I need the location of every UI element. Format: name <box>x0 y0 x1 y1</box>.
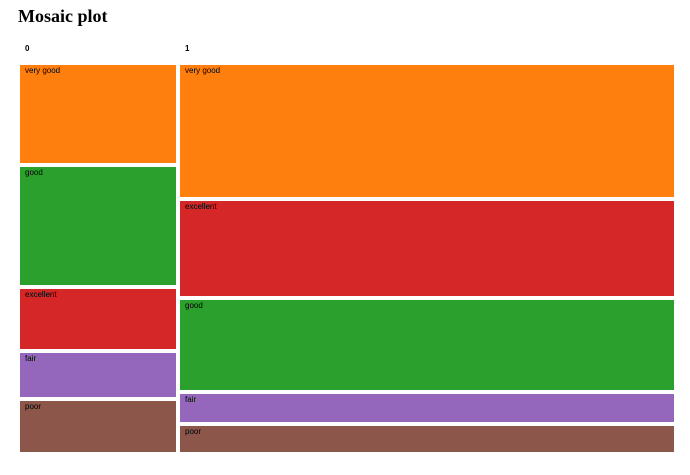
tile-label: good <box>185 301 203 311</box>
mosaic-tile: excellent <box>180 201 674 297</box>
tile-label: very good <box>185 66 221 75</box>
tile-label: fair <box>185 395 197 405</box>
tile-label: fair <box>25 354 37 364</box>
column-label: 1 <box>185 44 190 53</box>
tile-label: poor <box>25 401 42 411</box>
tile-label: very good <box>25 66 61 75</box>
tile-label: excellent <box>25 289 57 299</box>
mosaic-tile: good <box>180 300 674 391</box>
mosaic-tile: excellent <box>20 288 176 350</box>
tile-label: excellent <box>185 202 217 212</box>
mosaic-tile: fair <box>20 353 176 397</box>
mosaic-tile: poor <box>20 400 176 452</box>
mosaic-tile: good <box>20 167 176 285</box>
mosaic-tile: poor <box>180 426 674 452</box>
mosaic-tile: very good <box>180 65 674 198</box>
tile-label: poor <box>185 427 202 437</box>
tile-label: good <box>25 168 43 178</box>
mosaic-tile: fair <box>180 394 674 423</box>
page-title: Mosaic plot <box>18 6 108 26</box>
column-label: 0 <box>25 44 30 53</box>
mosaic-tile: very good <box>20 65 176 164</box>
